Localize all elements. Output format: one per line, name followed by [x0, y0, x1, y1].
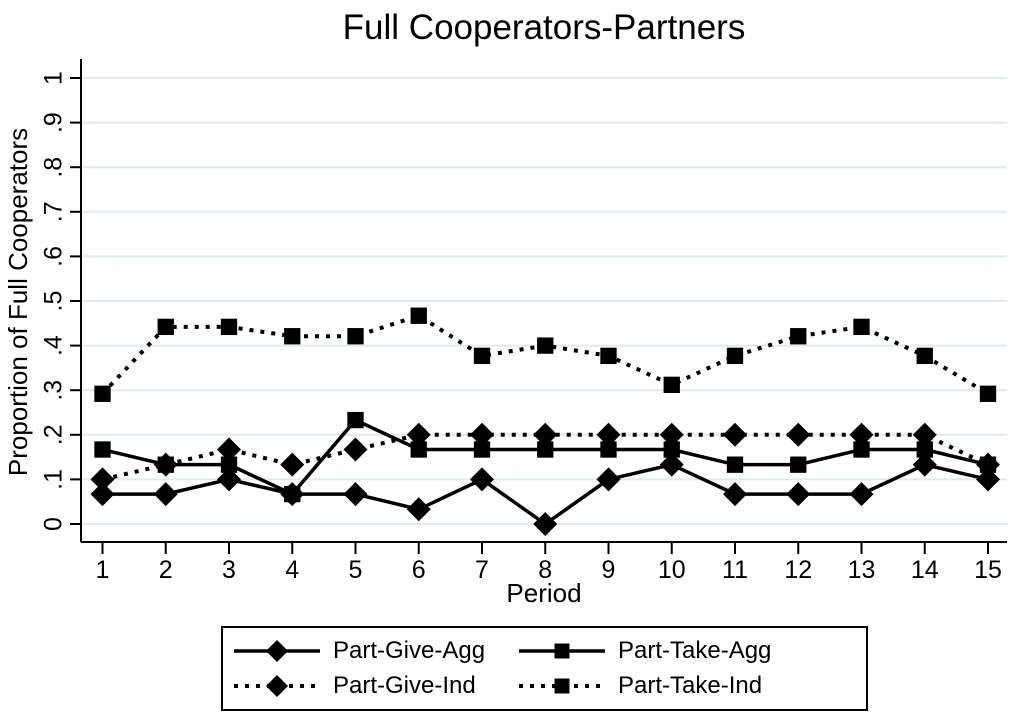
- svg-text:.1: .1: [40, 469, 68, 490]
- legend-item-part-take-ind: Part-Take-Ind: [517, 669, 866, 705]
- svg-text:.5: .5: [40, 291, 68, 312]
- legend-item-part-take-agg: Part-Take-Agg: [517, 633, 866, 669]
- legend-item-part-give-agg: Part-Give-Agg: [232, 633, 517, 669]
- svg-text:.6: .6: [40, 246, 68, 267]
- svg-text:2: 2: [159, 556, 173, 584]
- svg-text:5: 5: [349, 556, 363, 584]
- svg-text:1: 1: [40, 71, 68, 85]
- svg-text:15: 15: [974, 556, 1002, 584]
- legend-label-part-take-agg: Part-Take-Agg: [618, 636, 772, 664]
- svg-text:.3: .3: [40, 380, 68, 401]
- dotted-line-square-marker-icon: [519, 678, 605, 694]
- svg-text:7: 7: [475, 556, 489, 584]
- svg-text:.2: .2: [40, 424, 68, 445]
- svg-text:8: 8: [538, 556, 552, 584]
- svg-text:14: 14: [911, 556, 939, 584]
- chart-svg: 0.1.2.3.4.5.6.7.8.911 2 3 4 5 6 7 8 9 10 11 12 13 14 1…: [3, 59, 1007, 608]
- solid-line-diamond-marker-icon: [234, 639, 320, 662]
- legend-label-part-give-ind: Part-Give-Ind: [333, 672, 476, 700]
- legend-label-part-take-ind: Part-Take-Ind: [618, 672, 763, 700]
- svg-text:9: 9: [602, 556, 616, 584]
- legend-label-part-give-agg: Part-Give-Agg: [333, 636, 486, 664]
- svg-text:0: 0: [40, 517, 68, 531]
- svg-text:12: 12: [784, 556, 812, 584]
- dotted-line-diamond-marker-icon: [234, 675, 320, 698]
- chart-title: Full Cooperators-Partners: [342, 8, 746, 47]
- svg-text:.4: .4: [40, 335, 68, 356]
- svg-text:13: 13: [848, 556, 876, 584]
- chart-legend: Part-Give-Agg Part-Take-Agg Part-Give-In…: [221, 626, 868, 711]
- svg-text:Period: Period: [506, 578, 581, 608]
- svg-text:6: 6: [412, 556, 426, 584]
- svg-text:3: 3: [222, 556, 236, 584]
- svg-text:.9: .9: [40, 112, 68, 133]
- svg-text:10: 10: [658, 556, 686, 584]
- svg-text:11: 11: [722, 556, 748, 584]
- legend-item-part-give-ind: Part-Give-Ind: [232, 669, 517, 705]
- svg-text:.8: .8: [40, 157, 68, 178]
- solid-line-square-marker-icon: [519, 643, 605, 659]
- svg-text:Proportion of Full Cooperators: Proportion of Full Cooperators: [3, 128, 33, 476]
- svg-text:1: 1: [96, 556, 110, 584]
- svg-text:.7: .7: [40, 201, 68, 222]
- svg-text:4: 4: [285, 556, 299, 584]
